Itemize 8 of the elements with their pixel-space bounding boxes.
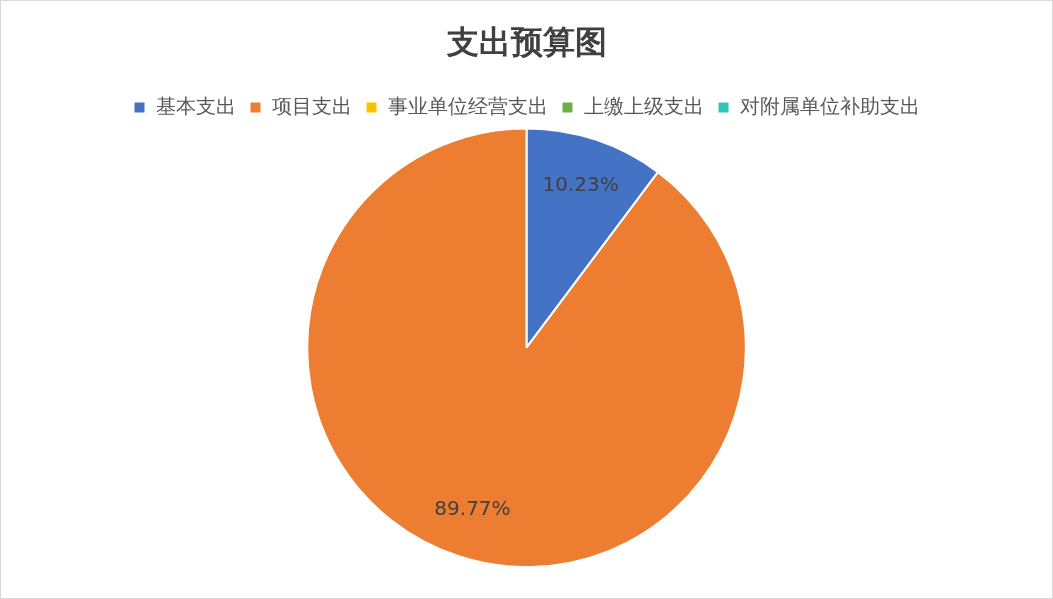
data-label: 10.23% — [542, 171, 619, 196]
legend-label: 项目支出 — [271, 93, 352, 118]
chart-title: 支出预算图 — [445, 22, 607, 61]
data-label: 89.77% — [434, 496, 511, 521]
legend-label: 上缴上级支出 — [583, 93, 704, 118]
legend-label: 对附属单位补助支出 — [739, 93, 920, 118]
legend-label: 事业单位经营支出 — [387, 93, 548, 118]
legend-label: 基本支出 — [155, 93, 236, 118]
